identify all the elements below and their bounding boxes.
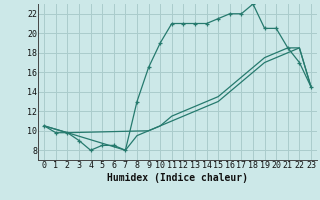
X-axis label: Humidex (Indice chaleur): Humidex (Indice chaleur)	[107, 173, 248, 183]
